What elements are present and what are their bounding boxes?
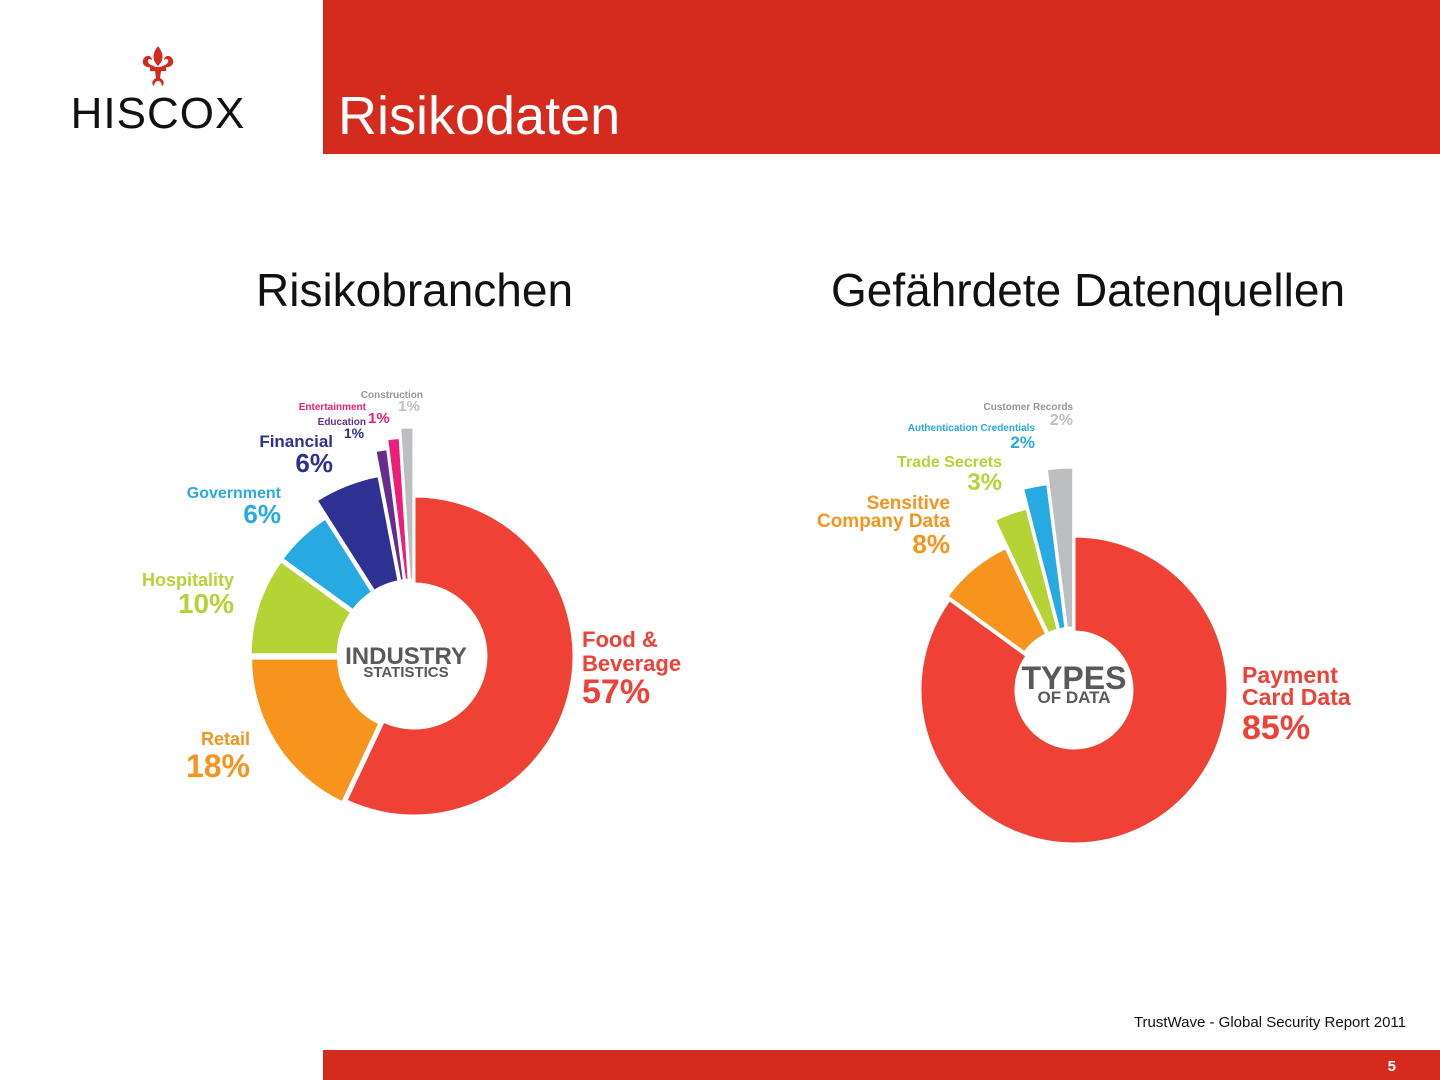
- value-customer-records: 2%: [1050, 412, 1073, 429]
- title-bar: [323, 0, 1440, 154]
- value-payment-card-data: 85%: [1242, 709, 1310, 747]
- hiscox-logo: HISCOX: [66, 44, 250, 140]
- center-label-line-1: INDUSTRY: [345, 643, 467, 670]
- label-food-and-beverage-1: Food &: [582, 627, 658, 652]
- value-trade-secrets: 3%: [967, 469, 1002, 496]
- label-food-and-beverage-2: Beverage: [582, 651, 681, 676]
- label-payment-card-data-1: Payment: [1242, 662, 1338, 688]
- fleur-de-lis-icon: [142, 46, 174, 86]
- value-education: 1%: [344, 425, 365, 441]
- slice-retail: [249, 656, 382, 805]
- value-food-and-beverage: 57%: [582, 673, 650, 711]
- value-authentication-credentials: 2%: [1010, 433, 1035, 452]
- slice-hospitality: [248, 558, 355, 657]
- label-education: Education: [318, 417, 366, 428]
- page-title: Risikodaten: [338, 86, 621, 146]
- label-customer-records: Customer Records: [984, 402, 1074, 413]
- value-financial: 6%: [295, 448, 333, 478]
- value-hospitality: 10%: [178, 588, 234, 619]
- label-authentication-credentials: Authentication Credentials: [908, 423, 1036, 434]
- label-government: Government: [187, 485, 282, 502]
- subtitle-industries: Risikobranchen: [256, 264, 574, 316]
- label-payment-card-data-2: Card Data: [1242, 684, 1351, 710]
- label-construction: Construction: [361, 390, 423, 401]
- page-number: 5: [1387, 1058, 1396, 1075]
- footer-bar: [323, 1050, 1440, 1080]
- label-sensitive-company-data-2: Company Data: [817, 511, 950, 532]
- label-trade-secrets: Trade Secrets: [897, 454, 1002, 471]
- value-sensitive-company-data: 8%: [912, 529, 950, 559]
- value-government: 6%: [243, 499, 281, 529]
- slice-food-and-beverage: [343, 494, 576, 818]
- subtitle-data-sources: Gefährdete Datenquellen: [831, 264, 1346, 316]
- label-entertainment: Entertainment: [299, 402, 367, 413]
- value-retail: 18%: [186, 748, 250, 784]
- center-label-line-2: STATISTICS: [363, 664, 448, 681]
- value-entertainment: 1%: [368, 410, 390, 427]
- slice-payment-card-data: [918, 534, 1230, 846]
- slice-construction: [398, 425, 416, 582]
- center-label-line-2: OF DATA: [1037, 688, 1110, 707]
- source-note: TrustWave - Global Security Report 2011: [1133, 1014, 1406, 1031]
- label-hospitality: Hospitality: [142, 570, 234, 590]
- label-retail: Retail: [201, 729, 250, 749]
- value-construction: 1%: [398, 398, 420, 415]
- label-financial: Financial: [259, 432, 333, 451]
- label-sensitive-company-data-1: Sensitive: [867, 493, 950, 514]
- center-label-line-1: TYPES: [1022, 660, 1127, 696]
- logo-wordmark: HISCOX: [70, 89, 246, 138]
- slice-customer-records: [1044, 465, 1076, 631]
